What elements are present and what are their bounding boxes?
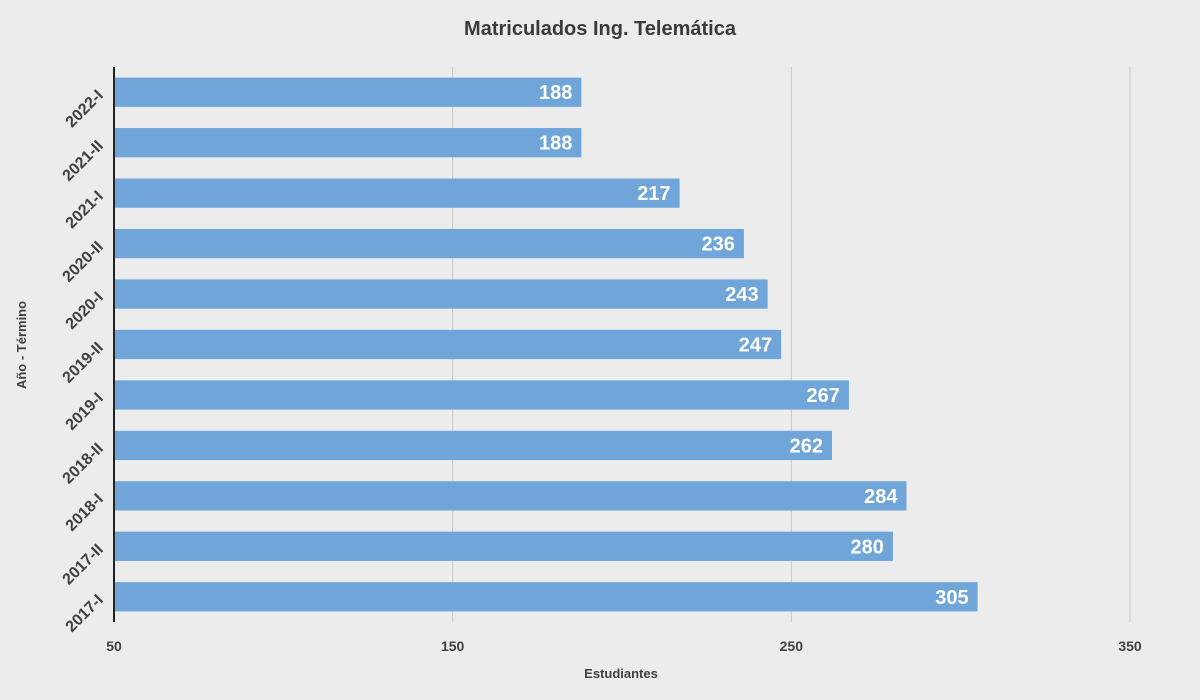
chart-title: Matriculados Ing. Telemática	[464, 18, 737, 40]
y-tick-label: 2020-I	[63, 289, 107, 333]
bar-2019-II	[114, 329, 782, 360]
data-label-2017-II: 280	[851, 536, 884, 558]
bar-2019-I	[114, 380, 849, 410]
data-label-2019-I: 267	[807, 385, 840, 407]
data-label-2018-I: 284	[864, 486, 898, 508]
bar-2021-II	[114, 128, 582, 158]
bar-value-labels: 188 188 217 236 243 247 267 262 284 280 305	[539, 82, 969, 609]
bar-2022-I	[114, 77, 582, 107]
x-tick-label: 50	[106, 638, 122, 654]
y-tick-label: 2022-I	[63, 87, 107, 131]
data-label-2018-II: 262	[790, 435, 823, 457]
bar-2020-II	[114, 228, 744, 259]
y-tick-label: 2020-II	[60, 238, 107, 285]
bar-2018-I	[114, 481, 907, 511]
data-label-2020-I: 243	[725, 284, 758, 306]
data-label-2019-II: 247	[739, 335, 772, 357]
y-tick-label: 2019-II	[60, 339, 107, 386]
data-label-2021-I: 217	[637, 183, 670, 205]
bar-2021-I	[114, 178, 680, 208]
bar-2017-II	[114, 531, 893, 561]
y-tick-label: 2019-I	[63, 390, 107, 434]
y-tick-label: 2017-I	[63, 592, 107, 636]
y-tick-label: 2018-II	[60, 440, 107, 487]
data-label-2017-I: 305	[935, 587, 968, 609]
x-axis-title: Estudiantes	[584, 666, 658, 681]
y-tick-label: 2021-II	[60, 137, 107, 184]
y-tick-label: 2017-II	[60, 541, 107, 588]
x-tick-label: 250	[780, 638, 804, 654]
y-tick-label: 2018-I	[63, 491, 107, 535]
x-tick-label: 150	[441, 638, 465, 654]
bar-2018-II	[114, 430, 832, 461]
x-tick-labels: 50 150 250 350	[106, 638, 1142, 654]
x-tick-label: 350	[1118, 638, 1142, 654]
bar-2020-I	[114, 279, 768, 309]
y-tick-labels: 2022-I2021-II2021-I2020-II2020-I2019-II2…	[60, 87, 107, 636]
bars	[114, 77, 978, 612]
data-label-2021-II: 188	[539, 133, 572, 155]
y-tick-label: 2021-I	[63, 188, 107, 232]
y-axis-title: Año - Término	[14, 301, 29, 389]
data-label-2022-I: 188	[539, 82, 572, 104]
data-label-2020-II: 236	[702, 234, 735, 256]
bar-2017-I	[114, 582, 978, 612]
